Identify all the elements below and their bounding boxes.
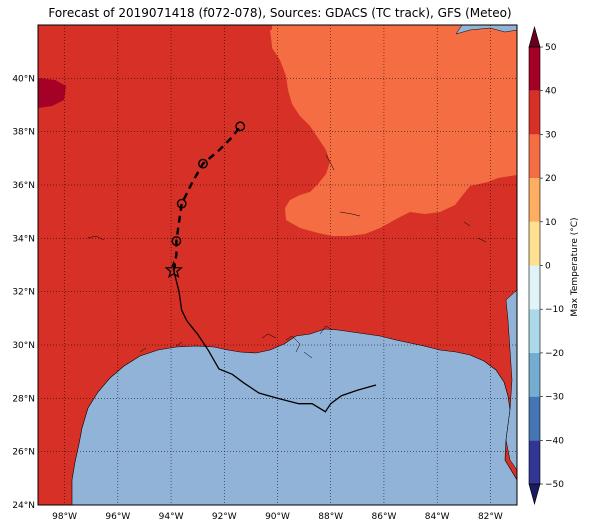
y-tick-label: 28°N [12, 394, 35, 404]
colorbar-segment [529, 90, 540, 135]
x-tick-label: 88°W [318, 512, 343, 522]
colorbar-tick-label: 30 [545, 130, 557, 140]
y-axis: 24°N 26°N 28°N 30°N 32°N 34°N 36°N 38°N 40°N [12, 74, 35, 511]
x-axis: 98°W 96°W 94°W 92°W 90°W 88°W 86°W 84°W 82°W [52, 512, 503, 522]
colorbar-label: Max Temperature (°C) [570, 217, 580, 316]
colorbar-over-arrow-icon [528, 25, 541, 48]
x-tick-label: 82°W [478, 512, 503, 522]
y-tick-label: 30°N [12, 341, 35, 351]
x-tick-label: 94°W [159, 512, 184, 522]
x-tick-label: 84°W [425, 512, 450, 522]
x-tick-label: 90°W [265, 512, 290, 522]
colorbar-segment [529, 134, 540, 179]
track-point [171, 236, 182, 246]
coast-detail [139, 325, 333, 359]
track-point [176, 198, 187, 209]
track-points [171, 121, 246, 246]
current-position-star-icon [164, 260, 183, 279]
map-frame [37, 24, 518, 506]
colorbar-segment [529, 178, 540, 222]
gulf-ocean [71, 328, 517, 505]
y-tick-label: 36°N [12, 181, 35, 191]
colorbar-tick-label: 20 [545, 174, 557, 184]
warm-patch [270, 28, 290, 50]
map-title: Forecast of 2019071418 (f072-078), Sourc… [48, 6, 512, 20]
colorbar-tick-label: −30 [545, 393, 564, 403]
colorbar-segment [529, 396, 540, 441]
colorbar-segment [529, 221, 540, 266]
track-point [198, 158, 208, 169]
y-tick-label: 38°N [12, 128, 35, 138]
colorbar-tick-label: 0 [545, 262, 551, 272]
colorbar-segment [529, 47, 540, 91]
y-tick-label: 40°N [12, 74, 35, 84]
warm-region [272, 25, 517, 236]
colorbar-tick-label: −20 [545, 349, 564, 359]
y-tick-label: 24°N [12, 501, 35, 511]
track-point [235, 121, 246, 132]
x-tick-label: 92°W [212, 512, 237, 522]
colorbar-segment [529, 309, 540, 353]
y-tick-label: 34°N [12, 234, 35, 244]
colorbar-segment [529, 440, 540, 484]
storm-track-observed [173, 270, 377, 413]
gridlines [38, 25, 517, 505]
y-tick-label: 32°N [12, 288, 35, 298]
y-tick-label: 26°N [12, 448, 35, 458]
x-tick-label: 96°W [105, 512, 130, 522]
colorbar-tick-label: −40 [545, 436, 564, 446]
colorbar-tick-label: 50 [545, 43, 557, 53]
colorbar-under-arrow-icon [528, 483, 541, 506]
colorbar-tick-label: 10 [545, 218, 557, 228]
colorbar-tick-label: −50 [545, 480, 564, 490]
great-lake [455, 25, 517, 35]
colorbar-segment [529, 265, 540, 310]
very-hot-patch [38, 78, 66, 108]
x-tick-label: 86°W [372, 512, 397, 522]
x-tick-label: 98°W [52, 512, 77, 522]
land-detail [87, 154, 487, 243]
coast-spot [38, 385, 46, 402]
colorbar-tick-label: −10 [545, 305, 564, 315]
atlantic-ocean [505, 289, 517, 471]
colorbar-segment [529, 352, 540, 397]
colorbar: −50 −40 −30 −20 −10 0 10 20 30 40 50 [528, 25, 564, 506]
colorbar-tick-label: 40 [545, 87, 557, 97]
map-area [38, 25, 517, 505]
